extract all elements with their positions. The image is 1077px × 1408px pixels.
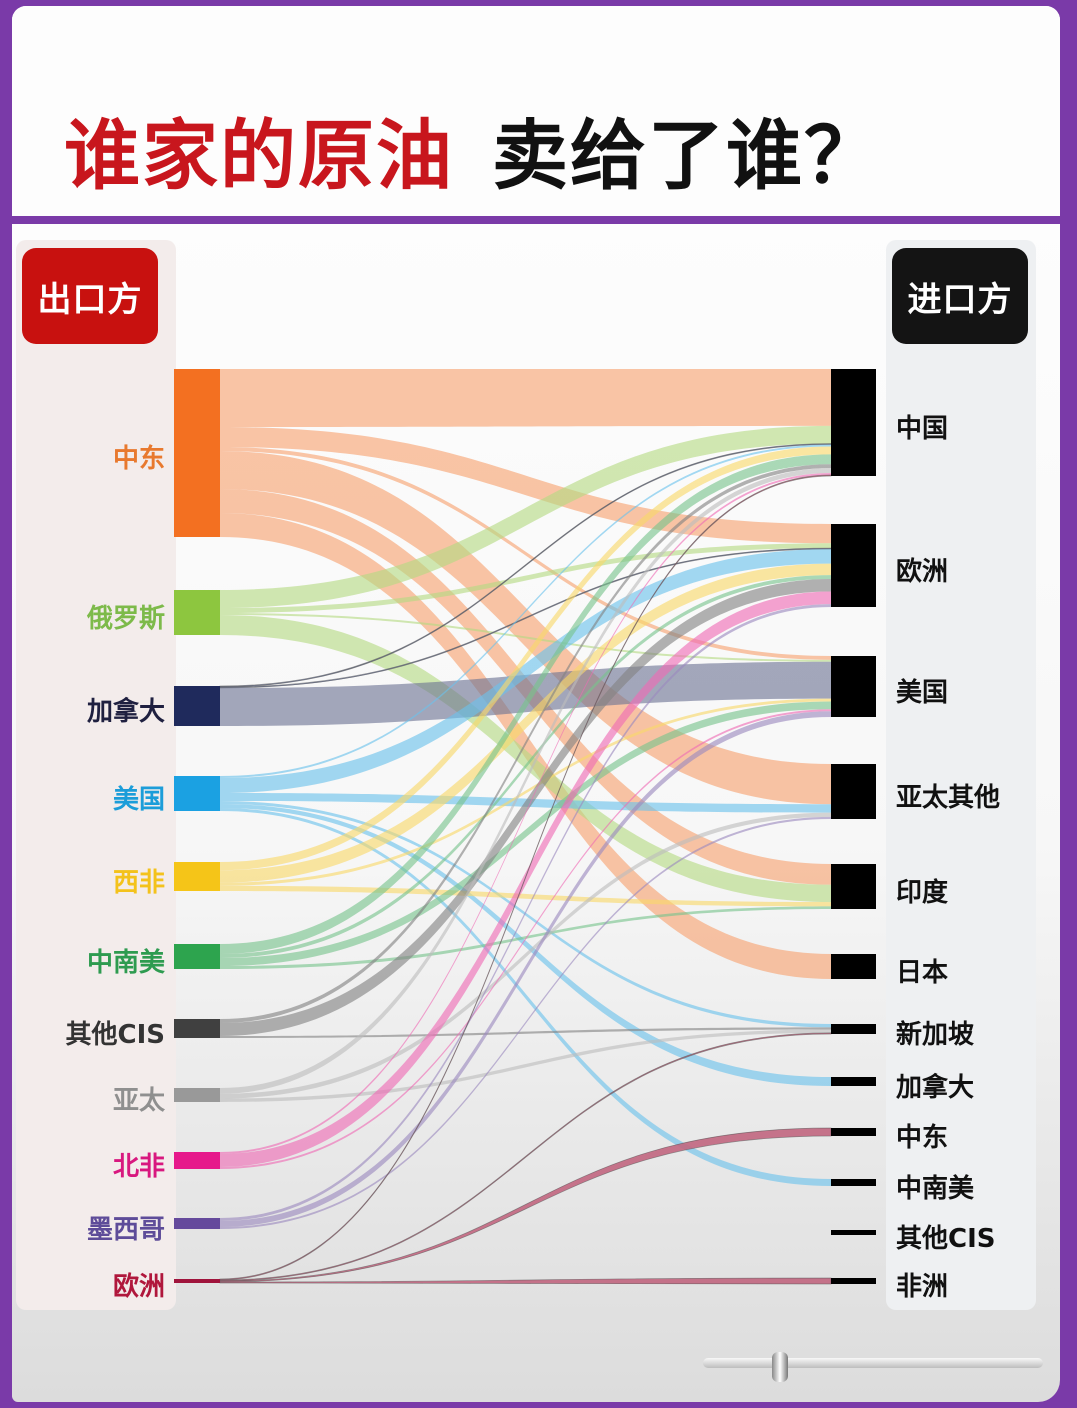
flow-link	[220, 816, 831, 1229]
source-label: 加拿大	[86, 697, 165, 727]
flow-link	[220, 549, 831, 793]
target-label: 欧洲	[896, 556, 949, 587]
video-progress-track[interactable]	[703, 1358, 1043, 1368]
target-node	[831, 1230, 876, 1235]
exporter-header-badge: 出口方	[22, 248, 158, 344]
video-progress-handle[interactable]	[772, 1352, 788, 1382]
flow-link	[220, 447, 831, 660]
flow-link	[220, 451, 831, 805]
target-label: 亚太其他	[896, 782, 1001, 813]
source-node	[174, 862, 220, 891]
source-node	[174, 590, 220, 635]
importer-header-badge: 进口方	[892, 248, 1028, 344]
source-label: 墨西哥	[86, 1214, 165, 1245]
flow-link	[220, 563, 831, 883]
flow-link	[220, 468, 831, 1094]
flow-link	[220, 444, 831, 778]
target-label: 加拿大	[896, 1072, 975, 1103]
flow-link	[220, 613, 831, 662]
source-node	[174, 776, 220, 811]
flow-link	[220, 604, 831, 1221]
flow-link	[220, 804, 831, 1086]
flow-link	[220, 579, 831, 1036]
source-label: 北非	[112, 1151, 165, 1182]
target-node	[831, 1077, 876, 1086]
source-node	[174, 944, 220, 969]
source-label: 中南美	[86, 947, 165, 978]
target-node	[831, 954, 876, 979]
target-label: 日本	[896, 957, 949, 988]
flow-link	[220, 711, 831, 1227]
flow-link	[220, 661, 831, 726]
flow-link	[220, 1027, 831, 1038]
source-label: 亚太	[112, 1086, 165, 1116]
flow-link	[220, 473, 831, 1154]
exporter-panel	[16, 240, 176, 1310]
flow-link	[220, 543, 831, 613]
source-label: 西非	[112, 867, 165, 898]
source-label: 俄罗斯	[86, 603, 165, 634]
source-node	[174, 1019, 220, 1038]
page-title: 谁家的原油 卖给了谁？	[64, 106, 882, 206]
flow-link	[220, 698, 831, 886]
target-label: 美国	[896, 677, 949, 708]
target-label: 其他CIS	[896, 1223, 996, 1254]
flow-link	[220, 454, 831, 954]
flow-links	[219, 369, 832, 1285]
flow-link	[219, 1277, 832, 1285]
target-label: 中东	[896, 1123, 949, 1153]
target-label: 印度	[896, 877, 949, 908]
nodes	[174, 369, 876, 1284]
flow-link	[220, 709, 831, 1169]
flow-link	[220, 464, 831, 1023]
flow-link	[220, 369, 831, 427]
flow-link	[220, 513, 831, 979]
flow-link	[220, 615, 831, 903]
target-node	[831, 1128, 876, 1136]
source-label: 美国	[112, 784, 165, 815]
target-label: 中国	[896, 413, 949, 444]
target-node	[831, 524, 876, 607]
flow-link	[220, 425, 831, 608]
source-label: 欧洲	[112, 1272, 165, 1302]
target-label: 中南美	[896, 1173, 975, 1204]
target-node	[831, 369, 876, 476]
flow-link	[220, 906, 831, 969]
source-node	[174, 1279, 220, 1283]
target-label: 非洲	[896, 1272, 949, 1302]
source-node	[174, 686, 220, 726]
flow-link	[220, 1029, 831, 1102]
source-label: 中东	[112, 444, 165, 474]
flow-link	[220, 812, 831, 1099]
source-node	[174, 1218, 220, 1229]
flow-link	[220, 808, 831, 1186]
flow-link	[220, 801, 831, 1028]
flow-link	[220, 885, 831, 907]
importer-panel	[886, 240, 1036, 1310]
target-node	[831, 656, 876, 717]
flow-link	[220, 575, 831, 958]
title-bar: 谁家的原油 卖给了谁？	[12, 6, 1060, 224]
target-label: 新加坡	[896, 1020, 975, 1050]
title-part-2: 卖给了谁？	[492, 111, 882, 200]
target-node	[831, 1278, 876, 1284]
flow-link	[220, 446, 831, 871]
target-node	[831, 864, 876, 909]
target-node	[831, 1179, 876, 1186]
target-node	[831, 764, 876, 819]
source-label: 其他CIS	[65, 1019, 165, 1050]
source-node	[174, 1088, 220, 1102]
source-node	[174, 369, 220, 537]
flow-link	[220, 591, 831, 1167]
flow-link	[220, 701, 831, 966]
source-node	[174, 1152, 220, 1169]
title-part-1: 谁家的原油	[64, 111, 454, 200]
target-node	[831, 1024, 876, 1034]
